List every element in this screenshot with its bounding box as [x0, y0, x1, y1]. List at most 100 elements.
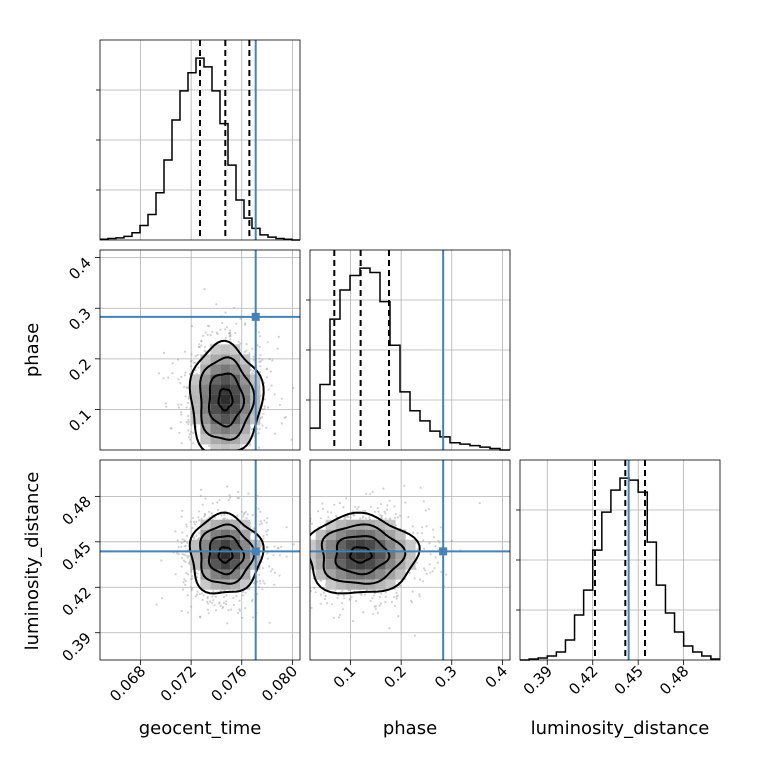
y-tick-label-luminosity_distance: 0.48 [58, 492, 94, 528]
density-cell [240, 394, 251, 405]
x-axis-label-luminosity-distance: luminosity_distance [531, 718, 710, 739]
panel-content [100, 460, 300, 660]
sample-point [227, 609, 230, 612]
density-cell [375, 549, 386, 560]
sample-point [380, 514, 383, 518]
sample-point [187, 395, 191, 398]
sample-point [180, 541, 183, 545]
density-cell [385, 549, 396, 560]
density-cell [220, 344, 231, 355]
sample-point [198, 519, 201, 522]
sample-point [225, 326, 228, 329]
sample-point [196, 353, 199, 357]
sample-point [394, 516, 397, 519]
sample-point [157, 372, 160, 375]
sample-point [395, 597, 398, 600]
sample-point [244, 510, 247, 514]
sample-point [223, 517, 227, 520]
density-cell [335, 529, 346, 540]
panel-frame [99, 459, 301, 661]
sample-point [388, 499, 391, 502]
sample-point [261, 424, 264, 427]
panel-frame [309, 459, 511, 661]
sample-point [341, 589, 344, 592]
sample-point [252, 369, 255, 372]
sample-point [210, 471, 212, 473]
sample-point [250, 600, 254, 603]
sample-point [393, 604, 397, 607]
density-cell [230, 434, 241, 445]
sample-point [198, 593, 201, 596]
sample-point [206, 608, 210, 611]
sample-point [266, 533, 269, 536]
x-axis-label-phase: phase [383, 718, 437, 739]
sample-point [262, 412, 265, 415]
sample-point [261, 514, 263, 516]
sample-point [211, 595, 214, 598]
sample-point [180, 413, 183, 416]
sample-point [268, 621, 271, 625]
sample-point [306, 546, 308, 548]
sample-point [186, 386, 189, 390]
sample-point [362, 611, 365, 614]
sample-point [237, 490, 240, 494]
contour-level-2.0 [188, 339, 265, 450]
density-cell [220, 529, 231, 540]
sample-point [187, 401, 190, 404]
sample-point [351, 619, 355, 623]
sample-point [206, 602, 210, 605]
sample-point [244, 591, 247, 594]
sample-point [320, 579, 323, 582]
y-tick-label-luminosity_distance: 0.39 [58, 629, 94, 665]
sample-point [190, 586, 193, 589]
histogram-geocent_time [100, 57, 300, 241]
sample-point [196, 572, 199, 575]
sample-point [372, 594, 376, 597]
sample-point [419, 486, 422, 489]
sample-point [379, 602, 383, 605]
sample-point [265, 368, 268, 371]
sample-point [187, 397, 190, 400]
sample-point [256, 344, 259, 347]
sample-point [354, 505, 357, 508]
sample-point [231, 466, 233, 468]
density-cell [315, 559, 326, 570]
sample-point [262, 537, 265, 540]
sample-point [251, 347, 254, 350]
density-cell [385, 529, 396, 540]
sample-point [203, 512, 206, 516]
sample-point [155, 603, 158, 606]
sample-point [165, 405, 168, 408]
density-cell [220, 394, 231, 405]
sample-point [257, 331, 261, 334]
sample-point [241, 616, 244, 619]
density-cell [240, 384, 251, 395]
sample-point [260, 522, 263, 525]
density-cell [240, 374, 251, 385]
sample-point [180, 411, 183, 414]
density-cell [210, 559, 221, 570]
sample-point [196, 593, 199, 596]
sample-point [421, 526, 424, 529]
sample-point [327, 516, 330, 519]
sample-point [259, 544, 263, 547]
sample-point [219, 604, 222, 608]
sample-point [180, 609, 183, 613]
sample-point [425, 572, 428, 575]
sample-point [450, 539, 453, 542]
sample-point [185, 406, 188, 409]
density-cell [335, 519, 346, 530]
density-cell [355, 529, 366, 540]
sample-point [180, 403, 183, 406]
sample-point [196, 576, 199, 579]
sample-point [284, 416, 287, 419]
sample-point [224, 328, 227, 331]
sample-point [362, 509, 365, 512]
sample-point [176, 358, 180, 361]
sample-point [247, 492, 250, 495]
sample-point [184, 350, 187, 353]
density-cell [315, 529, 326, 540]
sample-point [221, 607, 224, 610]
density-cell [315, 539, 326, 550]
density-cell [325, 569, 336, 580]
